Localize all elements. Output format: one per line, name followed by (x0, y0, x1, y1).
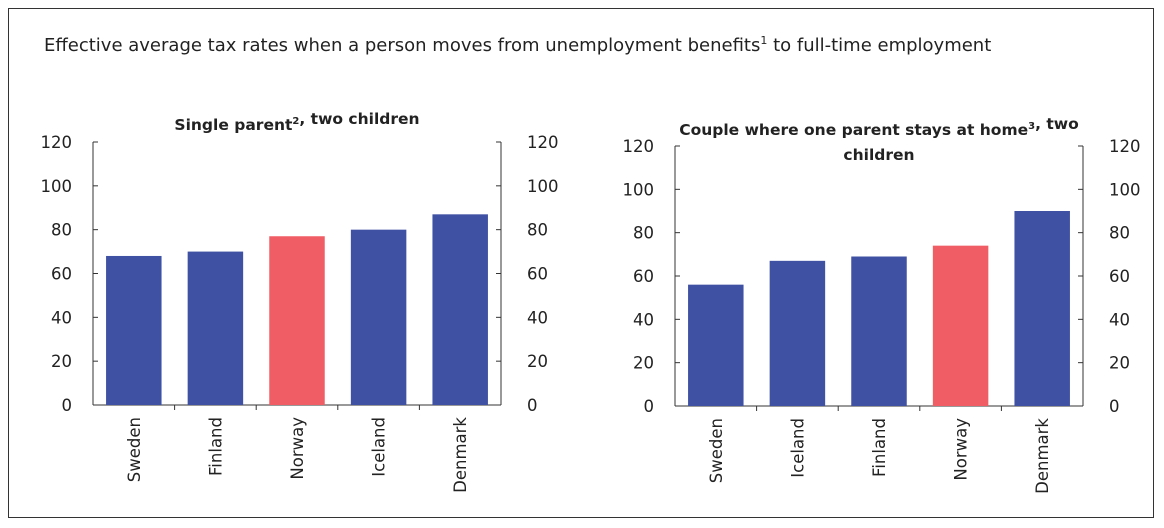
chart2-title-line-2: children (843, 146, 914, 164)
chart1-ytick-label-right: 20 (527, 352, 548, 371)
chart2-bar-denmark (1014, 211, 1070, 406)
figure-title-footnote-marker: 1 (760, 34, 768, 47)
chart1-ytick-label-right: 80 (527, 221, 548, 240)
chart1-category-label-sweden: Sweden (125, 417, 144, 482)
chart1-category-label-denmark: Denmark (451, 417, 470, 493)
chart2-ytick-label-left: 60 (633, 267, 654, 286)
chart2-bar-iceland (769, 260, 826, 406)
chart2-ytick-label-left: 120 (623, 137, 655, 156)
title-segment: Single parent (174, 116, 293, 134)
chart1-ytick-label-left: 0 (62, 396, 73, 415)
chart2-ytick-label-left: 40 (633, 310, 654, 329)
chart2-bar-finland (851, 256, 907, 406)
chart2-ytick-label-left: 0 (644, 397, 655, 416)
chart2-ytick-label-right: 0 (1109, 397, 1120, 416)
chart1-category-label-norway: Norway (288, 417, 307, 480)
chart1-ytick-label-right: 40 (527, 308, 548, 327)
chart2-category-label-norway: Norway (952, 418, 971, 481)
title-segment: , two children (299, 110, 419, 128)
chart1-ytick-label-left: 20 (51, 352, 72, 371)
chart2-ytick-label-right: 120 (1109, 137, 1141, 156)
title-segment: children (843, 146, 914, 164)
chart2-title-line-1: Couple where one parent stays at home3, … (679, 115, 1079, 139)
chart1-bar-sweden (106, 255, 162, 405)
chart2-ytick-label-right: 100 (1109, 180, 1141, 199)
chart1-ytick-label-left: 40 (51, 308, 72, 327)
figure-title-text-end: to full-time employment (767, 35, 992, 56)
chart2-category-label-denmark: Denmark (1033, 418, 1052, 494)
chart1-ytick-label-right: 0 (527, 396, 538, 415)
chart2-ytick-label-right: 60 (1109, 267, 1130, 286)
title-segment: Couple where one parent stays at home (679, 121, 1028, 139)
chart2-ytick-label-left: 80 (633, 224, 654, 243)
chart1-title: Single parent2, two children (174, 110, 419, 134)
chart2-category-label-iceland: Iceland (788, 418, 807, 478)
chart2-bar-norway (932, 245, 989, 406)
figure-title: Effective average tax rates when a perso… (44, 34, 991, 56)
chart1-bar-finland (187, 251, 244, 405)
title-segment: , two (1035, 115, 1079, 133)
chart1-ytick-label-right: 60 (527, 265, 548, 284)
chart2-ytick-label-left: 20 (633, 354, 654, 373)
chart2-category-label-sweden: Sweden (707, 418, 726, 483)
chart1-ytick-label-left: 100 (41, 177, 73, 196)
chart1-ytick-label-left: 60 (51, 265, 72, 284)
chart2-ytick-label-right: 40 (1109, 310, 1130, 329)
chart2-category-label-finland: Finland (870, 418, 889, 477)
chart1-ytick-label-right: 120 (527, 133, 559, 152)
chart1-bar-denmark (432, 214, 488, 405)
chart1-bar-iceland (350, 229, 407, 405)
chart2-ytick-label-left: 100 (623, 180, 655, 199)
chart2-panel: 0 0 20 20 40 40 60 60 80 80 100 100 120 120 Sweden Icel… (623, 137, 1141, 494)
chart2-bar-sweden (688, 284, 744, 406)
chart1-ytick-label-right: 100 (527, 177, 559, 196)
chart1-category-label-iceland: Iceland (370, 417, 389, 477)
footnote-marker: 2 (292, 116, 299, 127)
chart1-panel: 0 0 20 20 40 40 60 60 80 80 100 100 120 120 Sweden Finl… (41, 133, 559, 493)
chart1-bar-norway (269, 236, 325, 405)
footnote-marker: 3 (1028, 121, 1035, 132)
chart1-category-label-finland: Finland (206, 417, 225, 476)
chart2-ytick-label-right: 20 (1109, 354, 1130, 373)
chart1-ytick-label-left: 120 (41, 133, 73, 152)
figure-title-text: Effective average tax rates when a perso… (44, 35, 761, 56)
chart2-ytick-label-right: 80 (1109, 224, 1130, 243)
chart1-ytick-label-left: 80 (51, 221, 72, 240)
